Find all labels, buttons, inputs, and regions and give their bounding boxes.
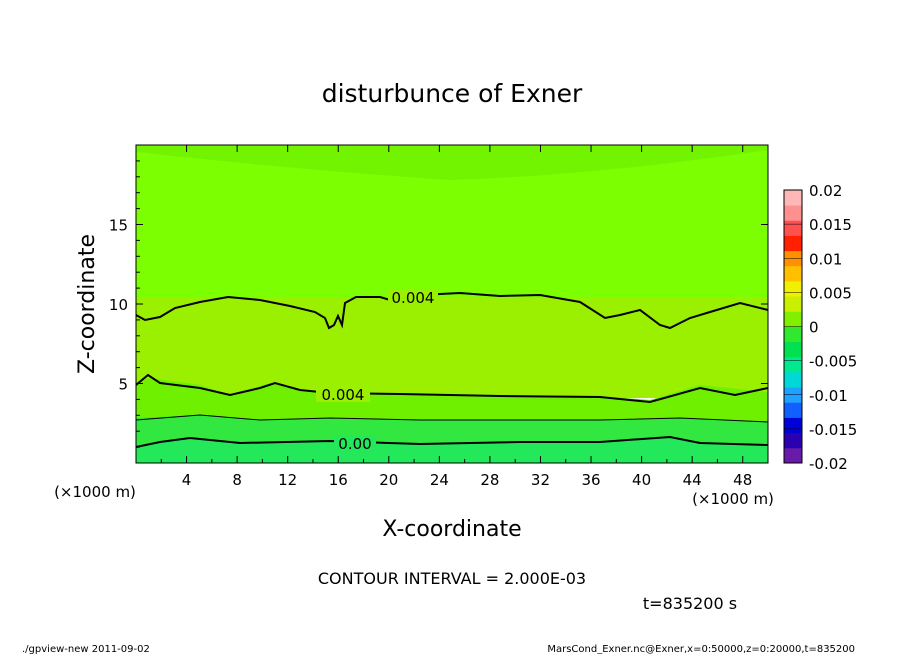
colorbar-swatch — [784, 220, 802, 236]
colorbar-swatch — [784, 205, 802, 221]
colorbar-label: -0.015 — [809, 421, 857, 439]
contour-label-bg-1 — [388, 289, 438, 305]
colorbar-label: 0.02 — [809, 182, 842, 200]
contour-thin-0.002 — [135, 414, 769, 423]
colorbar-swatch — [784, 281, 802, 297]
y-tick-label-15: 15 — [109, 217, 128, 235]
contour-label-bg-2 — [316, 386, 370, 402]
colorbar-swatch — [784, 417, 802, 434]
x-tick-label-24: 24 — [430, 471, 449, 489]
colorbar-swatch — [784, 326, 802, 343]
contour-lower-0.004 — [135, 373, 769, 404]
y-axis: 5 10 15 — [109, 160, 768, 448]
colorbar-swatch — [784, 356, 802, 373]
y-axis-label: Z-coordinate — [75, 234, 100, 374]
x-tick-label-12: 12 — [278, 471, 297, 489]
colorbar-swatch — [784, 372, 802, 388]
contour-label-1: 0.004 — [392, 289, 435, 307]
colorbar-swatch — [784, 341, 802, 358]
colorbar-label: 0.005 — [809, 284, 852, 302]
y-tick-label-10: 10 — [109, 296, 128, 314]
x-tick-label-48: 48 — [733, 471, 752, 489]
colorbar-label: -0.02 — [809, 455, 848, 473]
footer-left: ./gpview-new 2011-09-02 — [22, 644, 150, 654]
colorbar-swatch — [784, 235, 802, 252]
x-tick-label-44: 44 — [683, 471, 702, 489]
x-tick-label-8: 8 — [232, 471, 242, 489]
colorbar-swatch — [784, 296, 802, 312]
region-upper-shading — [136, 145, 768, 180]
chart-title: disturbunce of Exner — [322, 79, 583, 108]
x-unit-left: (×1000 m) — [54, 483, 136, 501]
colorbar-label: 0 — [809, 319, 819, 337]
contour-interval: CONTOUR INTERVAL = 2.000E-03 — [318, 569, 586, 588]
x-tick-label-28: 28 — [480, 471, 499, 489]
colorbar-swatch — [784, 402, 802, 418]
colorbar-label: 0.01 — [809, 250, 842, 268]
y-tick-label-5: 5 — [118, 376, 128, 394]
colorbar-swatch — [784, 447, 802, 464]
colorbar-label: -0.01 — [809, 387, 848, 405]
x-tick-label-32: 32 — [531, 471, 550, 489]
x-unit-right: (×1000 m) — [692, 490, 774, 508]
x-tick-label-16: 16 — [329, 471, 348, 489]
x-tick-label-36: 36 — [581, 471, 600, 489]
colorbar-swatch — [784, 311, 802, 327]
time-label: t=835200 s — [643, 594, 737, 613]
colorbar: 0.02 0.015 0.01 0.005 0 -0.005 -0.01 -0.015 -0.0… — [783, 182, 857, 473]
colorbar-swatch — [784, 432, 802, 449]
colorbar-swatch — [784, 190, 802, 206]
contour-upper-0.004 — [135, 291, 769, 330]
contour-label-2: 0.004 — [322, 386, 365, 404]
colorbar-label: 0.015 — [809, 216, 852, 234]
contour-label-bg-3 — [334, 435, 376, 451]
x-axis: 4 8 12 16 20 24 28 32 36 40 44 48 — [160, 145, 752, 489]
region-middle — [136, 298, 768, 398]
footer-right: MarsCond_Exner.nc@Exner,x=0:50000,z=0:20… — [547, 644, 855, 654]
plot-area: 0.004 0.004 0.00 — [135, 144, 769, 464]
x-tick-label-4: 4 — [182, 471, 192, 489]
x-tick-label-40: 40 — [632, 471, 651, 489]
colorbar-swatch — [784, 265, 802, 282]
x-tick-label-20: 20 — [379, 471, 398, 489]
contour-0.00 — [135, 435, 769, 448]
x-axis-label: X-coordinate — [382, 517, 521, 542]
region-base — [136, 437, 768, 463]
colorbar-label: -0.005 — [809, 353, 857, 371]
contour-label-3: 0.00 — [338, 435, 371, 453]
